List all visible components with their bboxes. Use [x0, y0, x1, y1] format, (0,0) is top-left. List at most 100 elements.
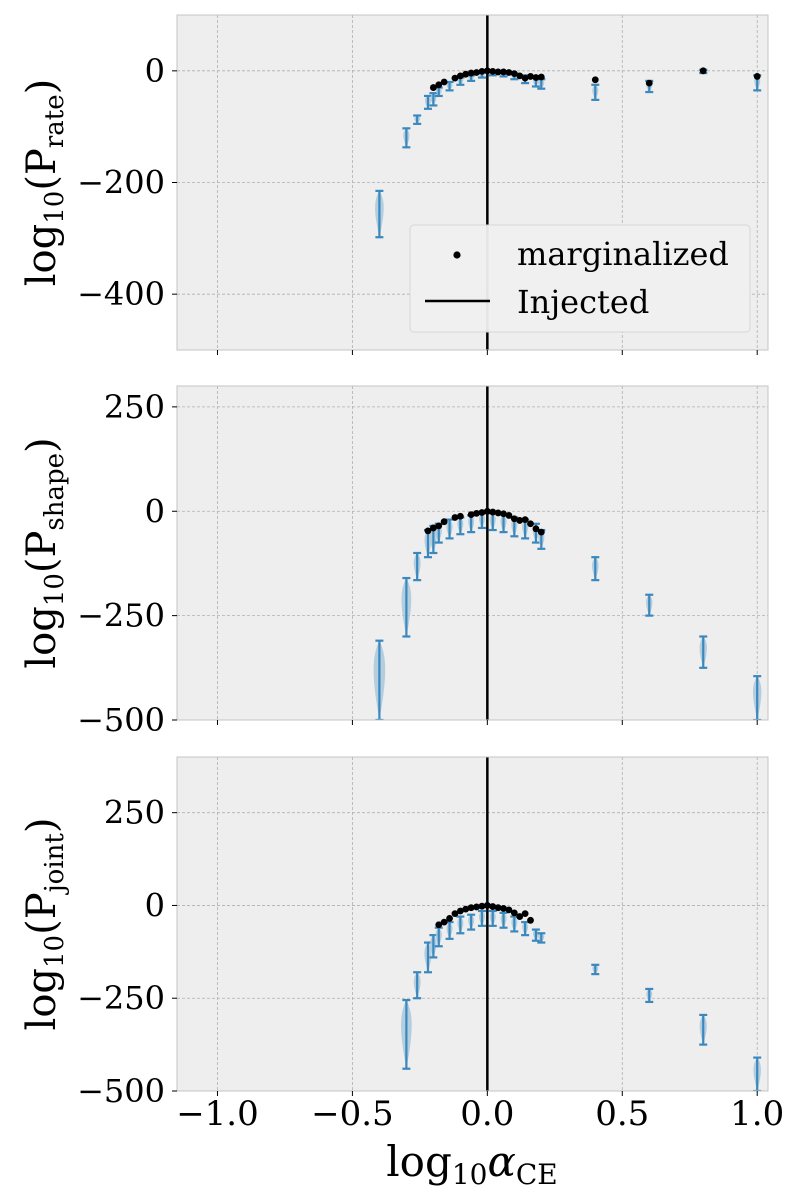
ylabel-sub-base: 10 [40, 573, 70, 606]
marginalized-point [505, 906, 513, 914]
marginalized-point [532, 74, 540, 81]
marginalized-point [516, 517, 524, 524]
marginalized-point [446, 915, 453, 922]
xlabel-sub: CE [516, 1158, 558, 1191]
marginalized-point [521, 910, 529, 918]
legend: marginalized Injected [409, 224, 751, 333]
plot-area [375, 15, 762, 350]
legend-label-marginalized: marginalized [517, 235, 729, 273]
marginalized-point [462, 70, 470, 78]
marginalized-point [435, 921, 443, 929]
marginalized-point [429, 84, 437, 91]
xlabel-sub-base: 10 [452, 1158, 488, 1191]
ylabel-sub: rate [40, 94, 70, 148]
axes-frame [176, 385, 769, 721]
legend-box [409, 224, 751, 333]
xlabel-log: log [386, 1137, 452, 1186]
axes-frame [176, 756, 769, 1092]
marginalized-point [516, 913, 524, 920]
y-tick-label: −400 [77, 275, 165, 313]
marginalized-point [500, 510, 507, 518]
y-tick-label: 250 [104, 794, 165, 832]
marginalized-point [505, 512, 513, 519]
marginalized-point [494, 904, 502, 912]
y-tick-label: −500 [77, 1072, 165, 1110]
plot-area [373, 386, 762, 720]
legend-label-injected: Injected [517, 283, 649, 321]
marginalized-point [500, 68, 507, 76]
marginalized-point [429, 524, 437, 532]
ylabel-p: P [19, 148, 65, 175]
x-tick-label: −1.0 [176, 1094, 259, 1134]
y-tick-label: 0 [145, 886, 165, 924]
marginalized-point [521, 74, 529, 82]
marginalized-point [537, 73, 545, 81]
ylabel-paren-close: ) [19, 437, 65, 453]
marginalized-point [527, 916, 534, 924]
plot-area [401, 757, 762, 1091]
y-tick-label: 0 [145, 52, 165, 90]
marginalized-point [483, 507, 491, 515]
marginalized-point [489, 508, 497, 516]
y-tick-label: −250 [77, 597, 165, 635]
y-axis-label: log10(Pshape) [19, 437, 70, 668]
marginalized-point [424, 527, 432, 535]
marginalized-point [478, 509, 486, 516]
x-tick-label: 0.0 [460, 1094, 514, 1134]
marginalized-point [532, 525, 540, 533]
axes-background [177, 386, 768, 720]
ylabel-paren-open: ( [19, 175, 65, 191]
y-axis-label: log10(Pjoint) [19, 818, 70, 1031]
marginalized-point [440, 518, 448, 526]
marginalized-point [467, 511, 475, 518]
y-tick-label: −500 [77, 701, 165, 739]
ylabel-log: log [19, 606, 65, 668]
marginalized-point [527, 520, 534, 528]
marginalized-point [478, 67, 486, 75]
ylabel-sub-base: 10 [40, 935, 70, 968]
marginalized-point [516, 72, 524, 80]
x-tick-label: 1.0 [730, 1094, 784, 1134]
marginalized-point [451, 910, 459, 918]
ylabel-sub: shape [40, 453, 70, 531]
ylabel-p: P [19, 531, 65, 558]
marginalized-point [440, 918, 448, 926]
x-tick-label: 0.5 [595, 1094, 649, 1134]
y-axis-label: log10(Prate) [19, 79, 70, 286]
marginalized-point [483, 67, 491, 75]
y-tick-label: 0 [145, 492, 165, 530]
marginalized-point [645, 79, 653, 87]
marginalized-point [467, 904, 475, 912]
marginalized-point [435, 81, 443, 89]
marginalized-point [591, 76, 599, 84]
marginalized-point [699, 67, 707, 75]
marginalized-point [462, 905, 470, 913]
marginalized-point [435, 522, 443, 530]
legend-marker-marginalized [453, 251, 461, 259]
ylabel-sub: joint [40, 833, 70, 896]
marginalized-point [489, 67, 497, 75]
marginalized-point [510, 909, 518, 917]
marginalized-point [456, 72, 464, 80]
y-tick-label: −250 [77, 979, 165, 1017]
marginalized-point [500, 905, 507, 912]
ylabel-log: log [19, 968, 65, 1030]
marginalized-point [505, 69, 513, 76]
marginalized-point [478, 902, 486, 910]
marginalized-point [456, 512, 464, 520]
x-tick-label: −0.5 [311, 1094, 394, 1134]
xlabel-alpha: α [488, 1137, 516, 1186]
marginalized-point [527, 73, 534, 80]
marginalized-point [473, 903, 480, 911]
marginalized-point [467, 69, 475, 77]
y-tick-label: 250 [104, 388, 165, 426]
ylabel-paren-close: ) [19, 79, 65, 95]
marginalized-point [494, 68, 502, 76]
marginalized-point [483, 902, 491, 909]
marginalized-point [510, 70, 518, 78]
marginalized-point [537, 528, 545, 536]
x-axis-label: log10αCE [386, 1137, 558, 1191]
ylabel-paren-open: ( [19, 557, 65, 573]
